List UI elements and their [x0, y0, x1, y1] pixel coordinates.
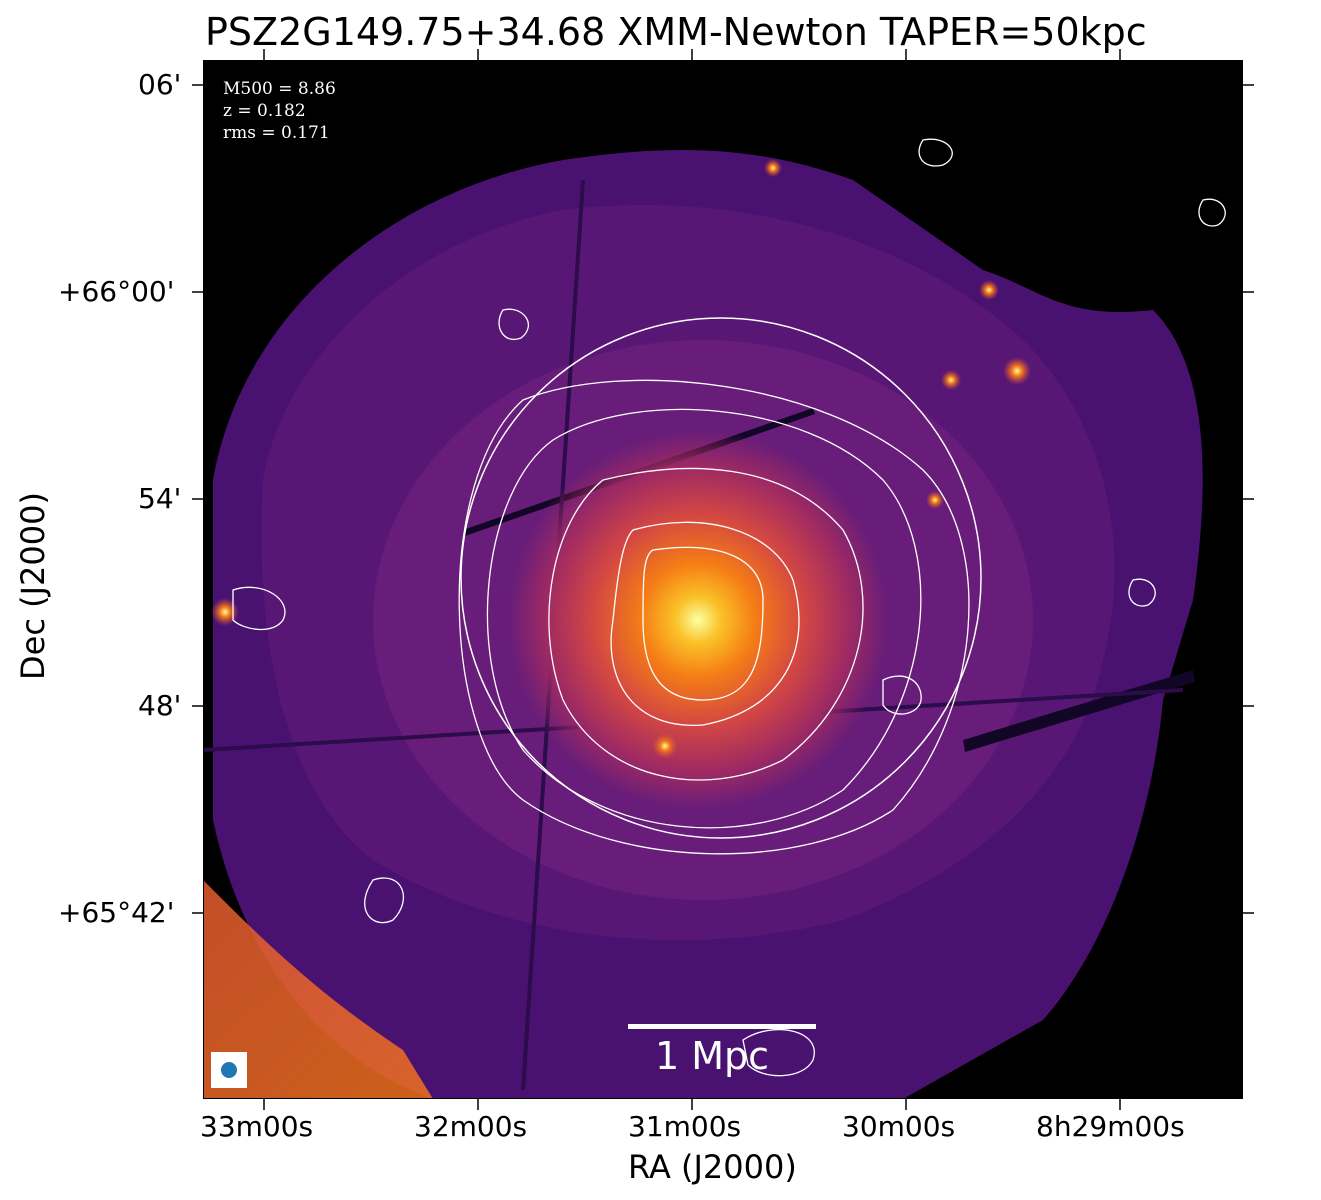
redshift-label: z = 0.182 — [223, 101, 306, 121]
y-axis-label: Dec (J2000) — [14, 492, 52, 680]
scale-bar — [628, 1024, 816, 1029]
y-tick-label: 06' — [138, 68, 182, 101]
beam-ellipse — [221, 1062, 237, 1078]
y-tick-label: 54' — [138, 482, 182, 515]
y-tick-label: +66°00' — [58, 275, 175, 308]
x-axis-label: RA (J2000) — [628, 1148, 797, 1186]
y-tick-label: 48' — [138, 689, 182, 722]
xray-radio-image — [203, 60, 1243, 1099]
cluster-info: M500 = 8.86 z = 0.182 rms = 0.171 — [223, 78, 336, 144]
y-tick-label: +65°42' — [58, 896, 175, 929]
x-tick-label: 30m00s — [842, 1110, 956, 1143]
x-tick-label: 31m00s — [628, 1110, 742, 1143]
x-tick-label: 8h29m00s — [1036, 1110, 1185, 1143]
m500-label: M500 = 8.86 — [223, 79, 336, 99]
x-tick-label: 32m00s — [414, 1110, 528, 1143]
rms-label: rms = 0.171 — [223, 123, 330, 143]
image-title: PSZ2G149.75+34.68 XMM-Newton TAPER=50kpc — [205, 10, 1147, 54]
scale-bar-label: 1 Mpc — [655, 1034, 770, 1078]
x-tick-label: 33m00s — [200, 1110, 314, 1143]
